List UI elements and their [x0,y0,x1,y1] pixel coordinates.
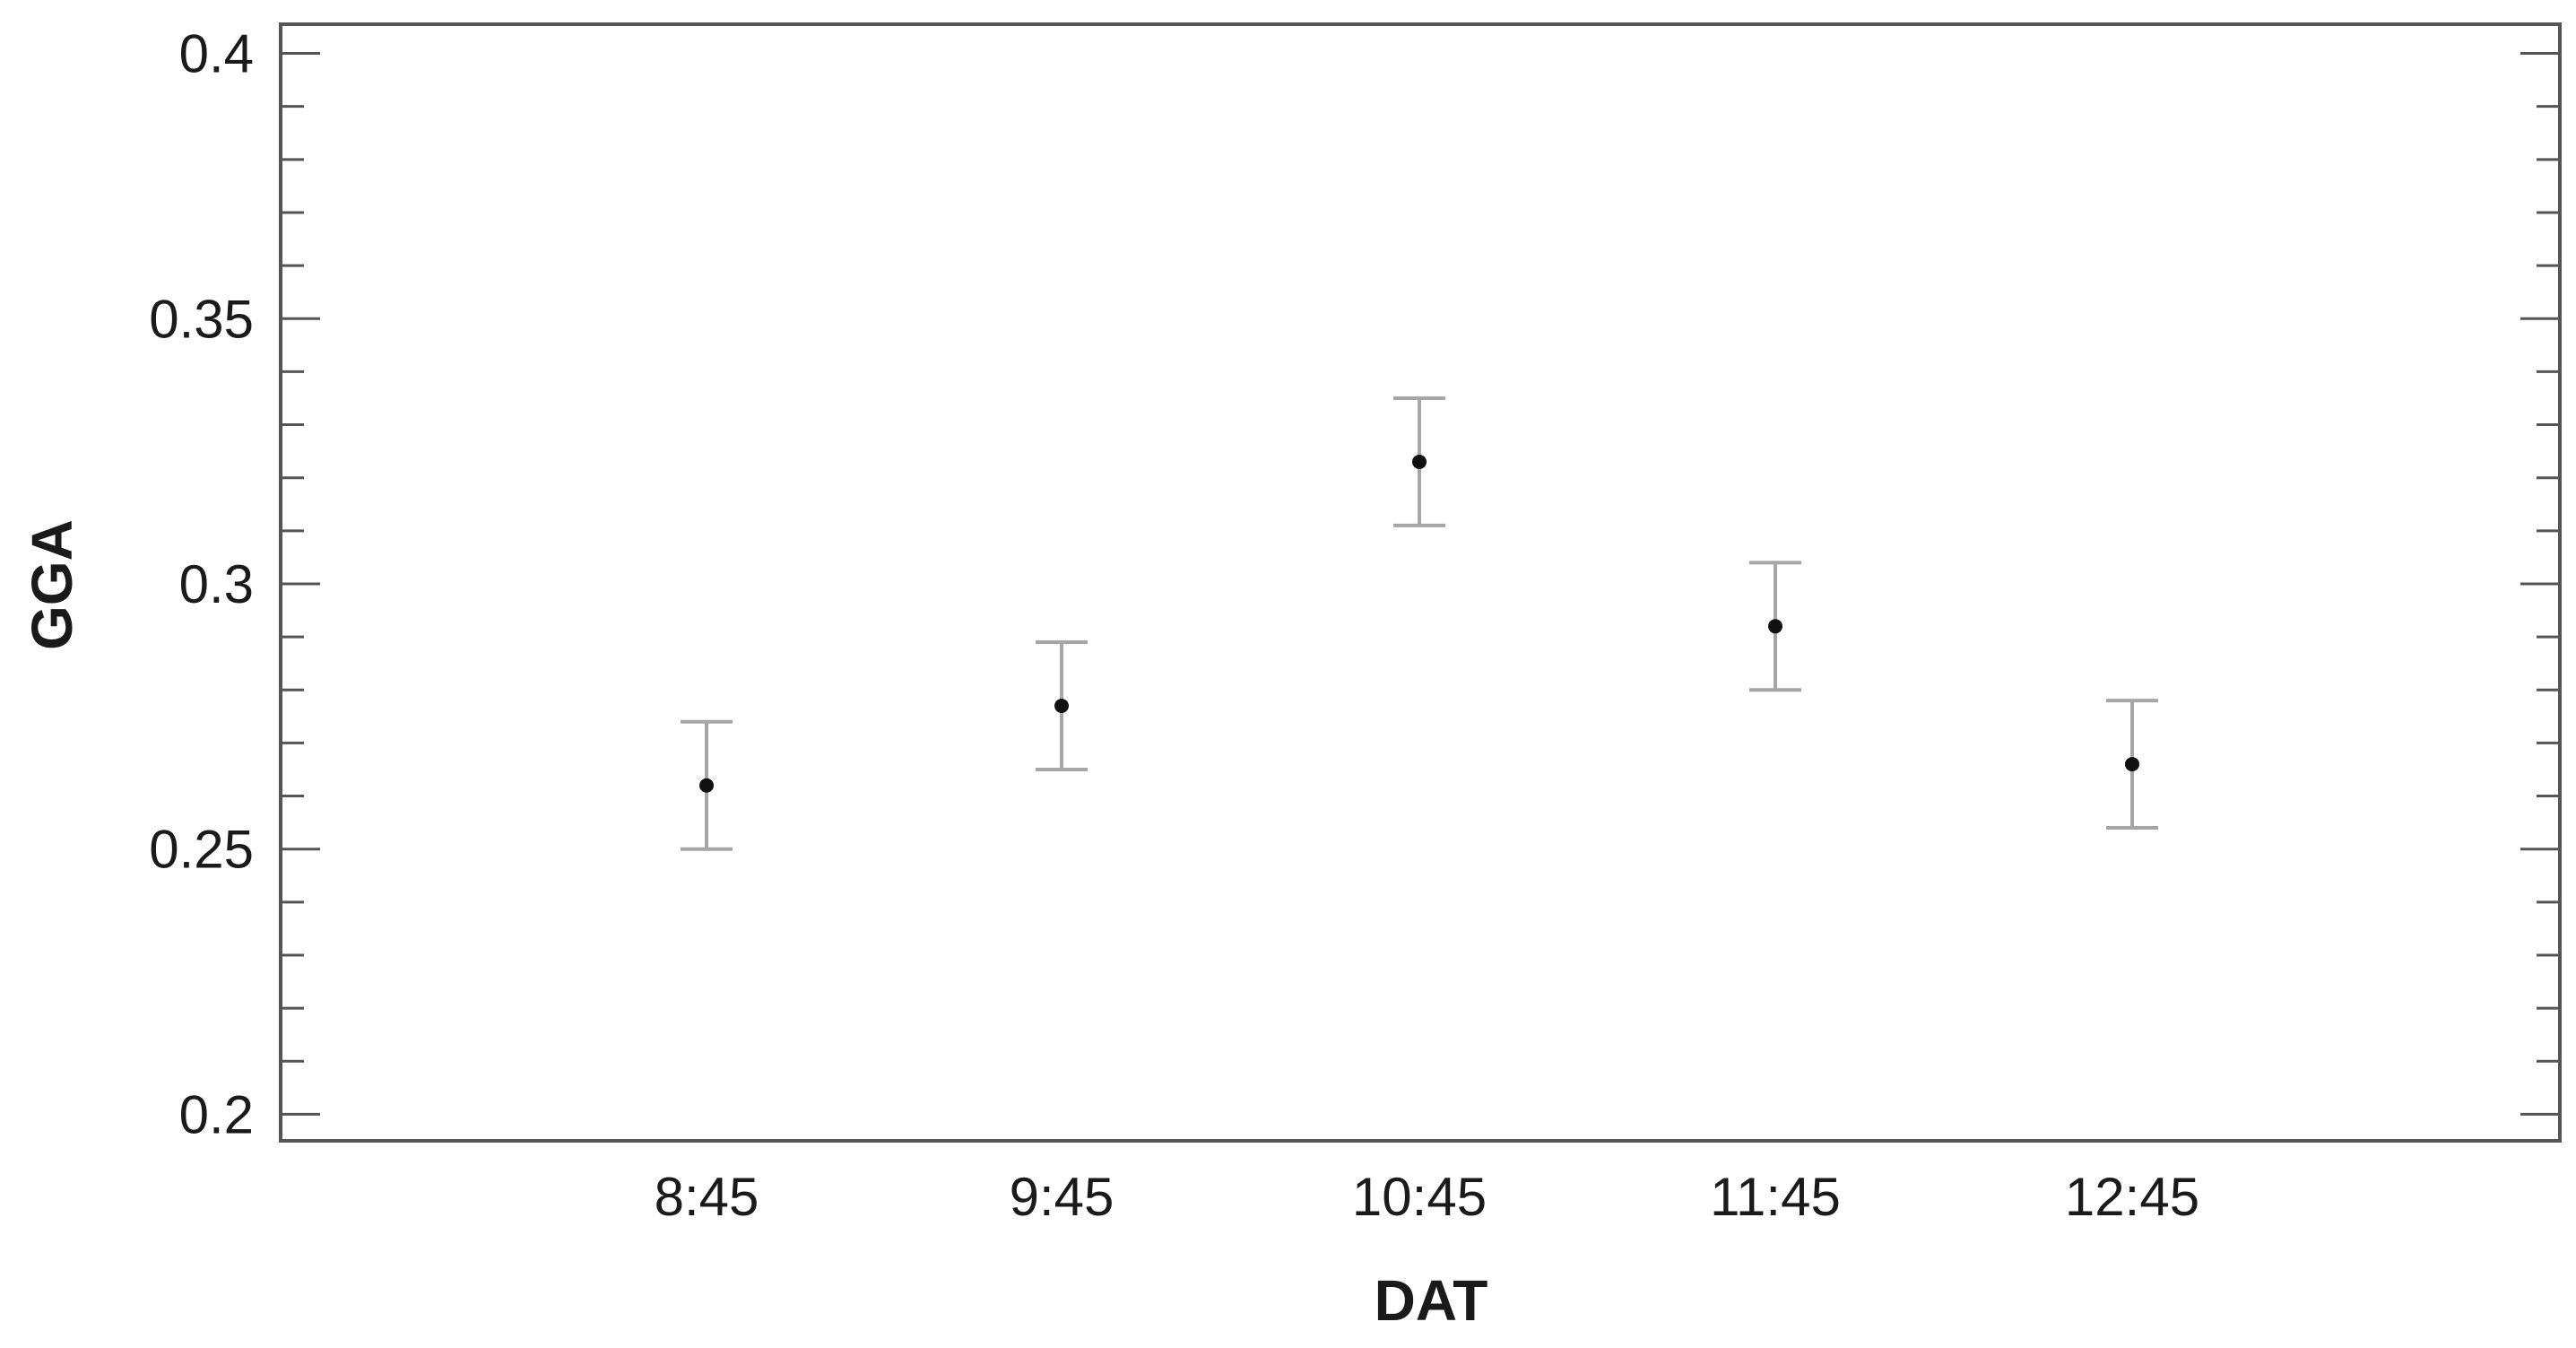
y-tick-label: 0.35 [149,289,254,349]
y-tick-label: 0.2 [179,1084,254,1144]
y-tick-label: 0.4 [179,24,254,84]
y-axis-title: GGA [20,519,84,650]
mean-points [699,454,2139,793]
x-tick-label: 12:45 [2065,1167,2199,1227]
mean-point [2125,757,2139,772]
y-tick-label: 0.3 [179,554,254,614]
y-tick-labels: 0.2 0.25 0.3 0.35 0.4 [149,24,254,1145]
mean-point [699,778,714,793]
plot-frame [279,22,2562,1143]
x-tick-label: 9:45 [1010,1167,1115,1227]
mean-point [1054,699,1069,714]
mean-point [1412,454,1427,469]
x-axis-title: DAT [1375,1268,1488,1333]
x-tick-label: 8:45 [655,1167,759,1227]
plot-area: 0.2 0.25 0.3 0.35 0.4 8:45 9:45 10:45 11:45 12:4… [149,22,2562,1227]
x-tick-label: 10:45 [1352,1167,1487,1227]
x-tick-label: 11:45 [1710,1167,1841,1227]
error-bars [681,396,2158,851]
tick-marks [281,52,2560,1116]
x-tick-labels: 8:45 9:45 10:45 11:45 12:45 [655,1167,2199,1227]
y-tick-label: 0.25 [149,820,254,880]
mean-point [1768,619,1782,634]
